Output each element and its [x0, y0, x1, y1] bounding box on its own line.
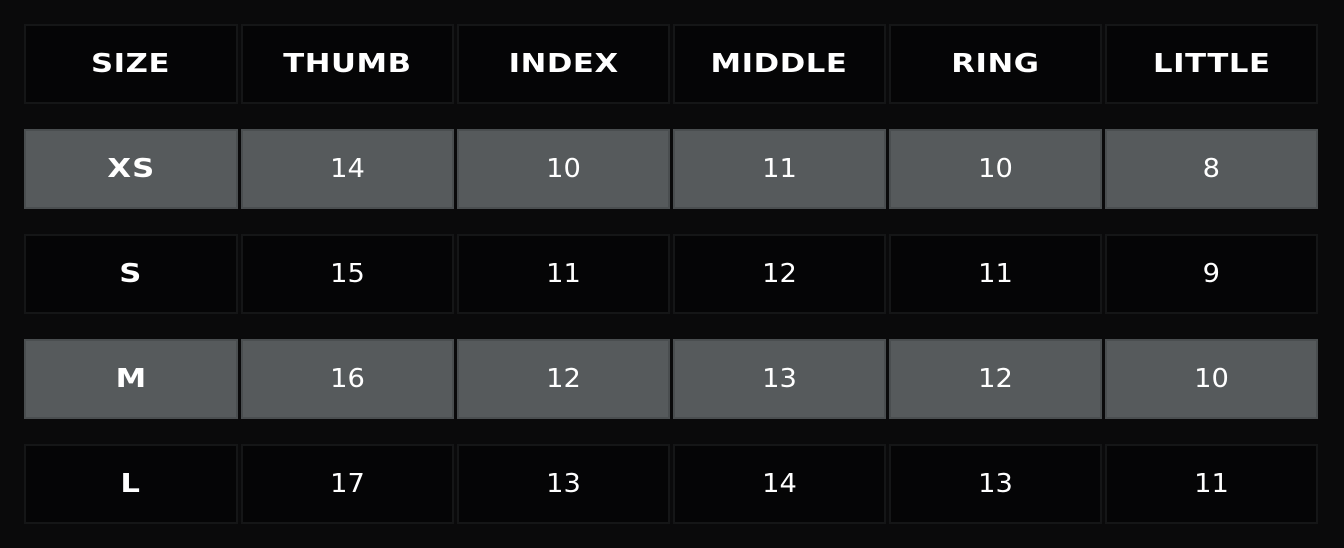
value-cell-thumb: 16: [241, 339, 454, 419]
value-text: 13: [762, 364, 797, 394]
value-cell-middle: 13: [673, 339, 886, 419]
value-text: 11: [762, 154, 797, 184]
value-cell-little: 8: [1105, 129, 1318, 209]
value-text: 13: [978, 469, 1013, 499]
value-text: 13: [546, 469, 581, 499]
table-row-l: L 17 13 14 13 11: [24, 444, 1320, 524]
value-text: 12: [546, 364, 581, 394]
value-cell-index: 13: [457, 444, 670, 524]
header-label: LITTLE: [1152, 49, 1271, 79]
value-cell-index: 10: [457, 129, 670, 209]
value-text: 12: [762, 259, 797, 289]
value-cell-thumb: 14: [241, 129, 454, 209]
table-row-m: M 16 12 13 12 10: [24, 339, 1320, 419]
value-text: 11: [546, 259, 581, 289]
header-cell-size: SIZE: [24, 24, 238, 104]
value-text: 9: [1202, 259, 1221, 289]
value-cell-ring: 11: [889, 234, 1102, 314]
value-cell-ring: 10: [889, 129, 1102, 209]
value-text: 10: [546, 154, 581, 184]
header-cell-ring: RING: [889, 24, 1102, 104]
value-text: 11: [1194, 469, 1229, 499]
value-text: 12: [978, 364, 1013, 394]
value-cell-ring: 12: [889, 339, 1102, 419]
value-cell-ring: 13: [889, 444, 1102, 524]
value-text: 11: [978, 259, 1013, 289]
size-cell: XS: [24, 129, 238, 209]
value-cell-middle: 14: [673, 444, 886, 524]
table-header-row: SIZE THUMB INDEX MIDDLE RING LITTLE: [24, 24, 1320, 104]
value-cell-thumb: 15: [241, 234, 454, 314]
value-text: 8: [1202, 154, 1221, 184]
header-label: SIZE: [91, 49, 171, 79]
header-label: INDEX: [508, 49, 619, 79]
table-row-xs: XS 14 10 11 10 8: [24, 129, 1320, 209]
header-cell-index: INDEX: [457, 24, 670, 104]
value-cell-little: 11: [1105, 444, 1318, 524]
value-cell-middle: 12: [673, 234, 886, 314]
size-cell: S: [24, 234, 238, 314]
value-cell-middle: 11: [673, 129, 886, 209]
value-text: 10: [978, 154, 1013, 184]
value-cell-thumb: 17: [241, 444, 454, 524]
size-label: M: [115, 364, 147, 394]
header-label: MIDDLE: [711, 49, 848, 79]
value-text: 16: [330, 364, 365, 394]
header-cell-little: LITTLE: [1105, 24, 1318, 104]
header-label: THUMB: [283, 49, 412, 79]
size-label: L: [120, 469, 142, 499]
size-cell: M: [24, 339, 238, 419]
value-text: 14: [330, 154, 365, 184]
size-label: S: [119, 259, 143, 289]
value-cell-index: 12: [457, 339, 670, 419]
header-cell-thumb: THUMB: [241, 24, 454, 104]
table-row-s: S 15 11 12 11 9: [24, 234, 1320, 314]
value-cell-little: 10: [1105, 339, 1318, 419]
value-cell-index: 11: [457, 234, 670, 314]
value-text: 10: [1194, 364, 1229, 394]
header-label: RING: [951, 49, 1040, 79]
size-label: XS: [106, 154, 156, 184]
size-cell: L: [24, 444, 238, 524]
value-text: 15: [330, 259, 365, 289]
value-text: 17: [330, 469, 365, 499]
header-cell-middle: MIDDLE: [673, 24, 886, 104]
value-text: 14: [762, 469, 797, 499]
value-cell-little: 9: [1105, 234, 1318, 314]
